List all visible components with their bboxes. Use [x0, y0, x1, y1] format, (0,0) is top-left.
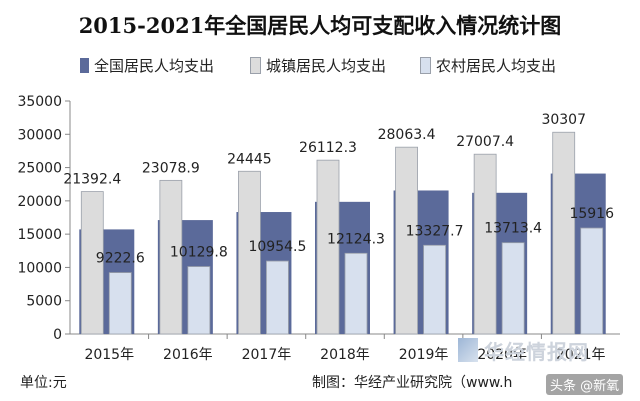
bar-urban [473, 153, 497, 335]
x-tick-label: 2021年 [556, 347, 606, 363]
overlay-badge: 头条 @新氧 [546, 374, 624, 395]
y-tick-label: 30000 [17, 127, 62, 143]
source-label: 制图：华经产业研究院（www.h [312, 375, 513, 391]
unit-label: 单位:元 [20, 375, 67, 391]
bar-urban [159, 179, 183, 335]
data-label-urban: 24445 [227, 151, 272, 167]
data-label-rural: 9222.6 [96, 251, 145, 267]
x-tick-label: 2015年 [84, 347, 134, 363]
x-tick-label: 2018年 [320, 347, 370, 363]
bar-rural [344, 252, 368, 335]
data-label-urban: 27007.4 [456, 134, 514, 150]
data-label-urban: 28063.4 [378, 127, 436, 143]
data-label-rural: 13713.4 [484, 221, 542, 237]
data-label-rural: 10129.8 [170, 245, 228, 261]
watermark-text: 华经情报网 [484, 340, 589, 364]
legend-label-rural: 农村居民人均支出 [436, 56, 557, 75]
y-tick-label: 35000 [17, 94, 62, 110]
bar-urban [238, 170, 261, 335]
x-tick-label: 2020年 [477, 347, 527, 363]
bar-urban [552, 131, 576, 335]
bar-rural [580, 227, 604, 335]
chart-title: 2015-2021年全国居民人均可支配收入情况统计图 [78, 13, 562, 38]
y-tick-label: 25000 [17, 161, 62, 177]
bar-rural [423, 244, 446, 335]
y-tick-label: 10000 [17, 260, 62, 276]
bar-rural [501, 242, 525, 335]
legend-swatch-national [80, 57, 89, 73]
legend-swatch-rural [420, 56, 431, 74]
bar-urban [316, 159, 340, 335]
bar-rural [187, 266, 211, 335]
x-tick-label: 2017年 [242, 347, 292, 363]
y-tick-label: 20000 [17, 194, 62, 210]
watermark: 华经情报网 [458, 336, 626, 366]
data-label-rural: 13327.7 [406, 223, 464, 239]
data-label-urban: 23078.9 [142, 160, 200, 176]
x-tick-label: 2016年 [163, 347, 213, 363]
legend-label-urban: 城镇居民人均支出 [266, 56, 387, 75]
data-label-rural: 12124.3 [327, 231, 385, 247]
data-label-rural: 15916 [569, 206, 614, 222]
x-tick-label: 2019年 [399, 347, 449, 363]
bar-rural [108, 272, 132, 335]
legend-item-urban: 城镇居民人均支出 [250, 54, 386, 76]
bar-urban [395, 146, 418, 335]
data-label-urban: 21392.4 [63, 172, 121, 188]
bar-rural [266, 260, 289, 335]
legend-item-rural: 农村居民人均支出 [420, 54, 556, 76]
data-label-rural: 10954.5 [248, 239, 306, 255]
legend-item-national: 全国居民人均支出 [80, 54, 214, 76]
y-tick-label: 15000 [17, 227, 62, 243]
data-label-urban: 26112.3 [299, 140, 357, 156]
legend: 全国居民人均支出 城镇居民人均支出 农村居民人均支出 [0, 54, 640, 76]
data-label-urban: 30307 [541, 112, 586, 128]
legend-label-national: 全国居民人均支出 [94, 56, 215, 75]
legend-swatch-urban [250, 56, 261, 74]
bar-urban [80, 191, 104, 335]
y-tick-label: 0 [53, 327, 62, 343]
watermark-logo-icon [458, 338, 478, 362]
y-tick-label: 5000 [26, 294, 62, 310]
